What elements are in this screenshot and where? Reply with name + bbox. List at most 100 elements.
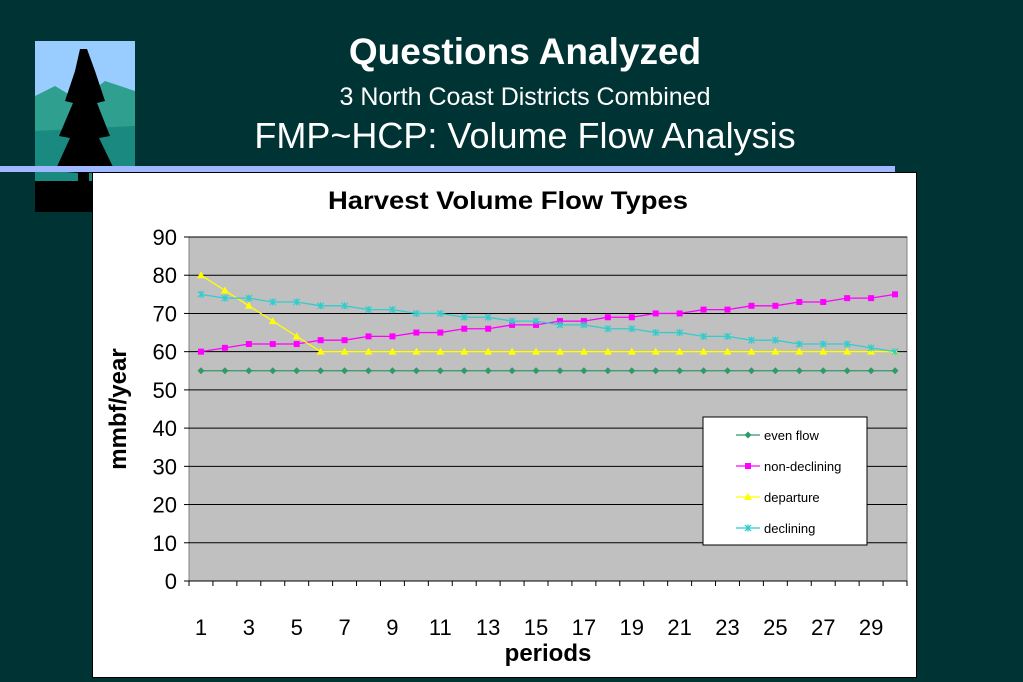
slide-heading: FMP~HCP: Volume Flow Analysis [254,115,796,156]
square-marker [580,318,587,325]
triangle-marker [364,347,373,355]
star-marker [293,298,301,306]
square-marker [748,302,755,309]
diamond-marker [245,367,253,375]
star-marker [867,344,875,352]
star-marker [604,325,612,333]
diamond-marker [388,367,396,375]
square-marker [724,306,731,313]
chart-title: Harvest Volume Flow Types [328,187,688,215]
star-marker [819,340,827,348]
star-marker [580,321,588,329]
square-marker [652,310,659,317]
square-marker [197,348,204,355]
diamond-marker [744,431,752,439]
diamond-marker [676,367,684,375]
star-marker [365,306,372,314]
x-tick-label: 27 [811,615,835,640]
triangle-marker [771,347,780,355]
square-marker [437,329,444,336]
triangle-marker [532,347,541,355]
triangle-marker [744,493,752,500]
diamond-marker [891,367,899,375]
triangle-marker [747,347,756,355]
slide-subtitle: 3 North Coast Districts Combined [339,83,711,111]
star-marker [221,294,229,302]
square-marker [628,314,635,321]
y-tick-label: 90 [153,225,177,250]
square-marker [868,295,875,302]
y-tick-label: 0 [165,569,177,594]
x-tick-label: 23 [715,615,739,640]
triangle-marker [508,347,517,355]
diamond-marker [197,367,205,375]
diamond-marker [365,367,372,375]
diamond-marker [771,367,779,375]
square-marker [461,325,468,332]
diamond-marker [508,367,516,375]
diamond-marker [795,367,803,375]
star-marker [269,298,277,306]
series-departure [196,271,900,355]
x-tick-label: 29 [859,615,883,640]
triangle-marker [651,347,660,355]
x-tick-label: 17 [572,615,596,640]
square-marker [796,298,803,305]
x-axis-label: periods [505,640,592,667]
square-marker [533,321,540,328]
square-marker [892,291,899,298]
star-marker [341,302,349,310]
square-marker [269,341,276,348]
diamond-marker [652,367,660,375]
square-marker [317,337,324,344]
star-marker [484,313,492,321]
diamond-marker [460,367,468,375]
legend-box [702,416,868,546]
star-marker [245,294,253,302]
diamond-marker [867,367,875,375]
y-tick-label: 20 [153,493,177,518]
y-tick-label: 60 [153,340,177,365]
triangle-marker [579,347,588,355]
star-marker [747,336,755,344]
star-marker [412,309,420,317]
series-declining [197,290,899,356]
triangle-marker [292,332,301,340]
diamond-marker [700,367,708,375]
x-tick-label: 19 [620,615,644,640]
square-marker [820,298,827,305]
y-tick-label: 10 [153,531,177,556]
star-marker [795,340,803,348]
triangle-marker [460,347,469,355]
chart-container: Harvest Volume Flow Types mmbf/year peri… [92,172,917,678]
square-marker [772,302,779,309]
x-tick-label: 5 [291,615,303,640]
line-chart: Harvest Volume Flow Types mmbf/year peri… [105,187,908,667]
star-marker [508,317,516,325]
y-axis-label: mmbf/year [105,348,132,469]
star-marker [771,336,779,344]
square-marker [413,329,420,336]
triangle-marker [436,347,445,355]
star-marker [460,313,468,321]
y-tick-labels: 0 10 20 30 40 50 60 70 80 90 [153,225,177,594]
legend-item: even flow [736,428,820,443]
diamond-marker [341,367,349,375]
x-tick-label: 15 [524,615,548,640]
star-marker [744,524,752,532]
slide-title: Questions Analyzed [348,31,702,72]
square-marker [844,295,851,302]
star-marker [724,332,731,340]
triangle-marker [723,347,732,355]
triangle-marker [244,301,253,309]
diamond-marker [843,367,851,375]
x-tick-label: 13 [476,615,500,640]
legend-item: declining [736,521,815,536]
legend-label: declining [764,521,815,536]
x-tick-labels: 1 3 5 7 9 11 13 15 17 19 21 23 25 27 29 [195,615,884,640]
square-marker [676,310,683,317]
y-tick-label: 40 [153,416,177,441]
star-marker [652,329,660,337]
triangle-marker [220,286,229,294]
square-marker [485,325,492,332]
